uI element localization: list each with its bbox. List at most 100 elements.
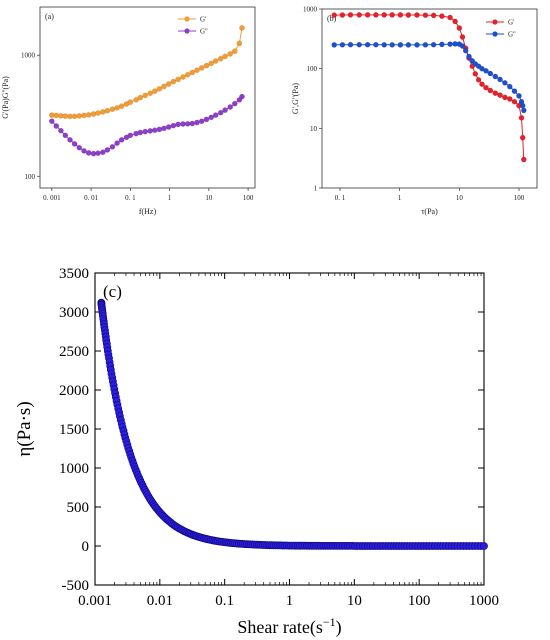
data-point: [459, 43, 466, 49]
x-tick-label: 100: [243, 194, 254, 202]
y-tick-label: 100: [25, 173, 36, 181]
data-point: [198, 65, 205, 71]
data-point: [95, 150, 101, 156]
data-point: [142, 128, 148, 135]
data-point: [497, 76, 503, 83]
legend-entry: G'': [508, 31, 516, 39]
data-point: [104, 107, 111, 114]
data-point: [203, 116, 210, 123]
data-point: [175, 76, 181, 83]
data-point: [456, 25, 463, 31]
data-point: [373, 41, 379, 48]
legend-marker: [492, 31, 498, 37]
data-point: [95, 110, 101, 116]
legend-entry: G': [200, 16, 206, 24]
data-point: [53, 112, 60, 119]
data-point: [339, 12, 346, 18]
x-tick-label: 0.01: [147, 593, 173, 609]
data-point: [189, 69, 196, 76]
data-point: [422, 42, 429, 48]
panel-label: (c): [103, 282, 122, 301]
data-point: [175, 121, 181, 128]
data-point: [142, 92, 148, 99]
data-point: [198, 118, 205, 124]
data-point: [502, 94, 508, 101]
data-point: [62, 113, 69, 119]
data-point: [100, 149, 106, 155]
data-point: [462, 47, 469, 54]
y-tick-label: 2000: [59, 383, 89, 399]
y-tick-label: 0: [82, 539, 90, 555]
data-point: [104, 147, 111, 153]
data-point: [137, 94, 144, 101]
data-point: [430, 41, 437, 48]
x-tick-label: 0. 1: [335, 194, 346, 202]
x-tick-label: 0.001: [78, 593, 112, 609]
data-point: [439, 41, 445, 48]
data-point: [208, 114, 214, 121]
data-point: [49, 118, 55, 124]
data-point: [502, 80, 508, 86]
x-tick-label: 0. 01: [84, 194, 99, 202]
data-point: [331, 42, 337, 48]
data-point: [90, 111, 97, 117]
data-point: [147, 128, 153, 134]
data-point: [518, 115, 525, 121]
plot-frame: [39, 6, 256, 189]
x-tick-label: 10: [456, 194, 464, 202]
data-point: [127, 132, 134, 139]
x-tick-label: 1: [168, 194, 172, 202]
data-point: [165, 124, 172, 130]
x-tick-label: 1000: [469, 593, 499, 609]
x-axis-label: f(Hz): [139, 207, 157, 216]
data-point: [152, 127, 158, 133]
data-point: [85, 112, 92, 118]
data-point: [76, 113, 83, 119]
series-line-2: [51, 96, 243, 155]
y-tick-label: 1000: [21, 52, 36, 60]
panel-a-chart: 0. 001 0. 01 0. 1 1 10 100 100 1000 (a) f(Hz) G'(P…: [1, 6, 256, 216]
data-point: [152, 88, 158, 94]
data-point: [118, 103, 125, 109]
data-point: [114, 140, 120, 146]
data-point: [53, 123, 60, 129]
data-point: [170, 78, 177, 85]
data-point: [519, 102, 526, 109]
y-tick-label: 1: [314, 185, 318, 193]
y-tick-label: 1000: [303, 6, 318, 14]
y-tick-label: 2500: [59, 344, 89, 360]
data-point: [452, 18, 458, 25]
data-point: [127, 99, 134, 105]
data-point: [156, 86, 163, 92]
x-tick-label: 0. 001: [43, 194, 61, 202]
data-point: [347, 41, 354, 48]
data-point: [519, 134, 526, 141]
x-tick-label: 100: [514, 194, 525, 202]
data-point: [236, 40, 243, 47]
legend-entry: G': [508, 19, 514, 27]
data-point: [203, 62, 210, 69]
data-point: [479, 81, 485, 87]
data-point: [161, 83, 167, 90]
data-point: [492, 90, 499, 96]
series-line-1: [51, 27, 243, 117]
data-point: [212, 58, 219, 64]
data-point: [381, 42, 387, 48]
data-point: [180, 121, 186, 127]
data-point: [118, 137, 125, 143]
y-tick-label: 1500: [59, 422, 89, 438]
data-point: [414, 42, 420, 48]
data-point: [381, 12, 387, 18]
data-point: [521, 156, 527, 163]
data-point: [227, 104, 233, 110]
data-point: [414, 12, 420, 18]
data-point: [439, 13, 445, 19]
x-tick-label: 10: [347, 593, 362, 609]
data-point: [100, 109, 106, 115]
data-point: [239, 25, 245, 31]
data-point: [356, 12, 362, 18]
x-axis-label-end: ): [336, 617, 342, 638]
data-point: [430, 12, 437, 19]
x-tick-label: 10: [205, 194, 213, 202]
x-axis-label-superscript: −1: [323, 615, 336, 629]
